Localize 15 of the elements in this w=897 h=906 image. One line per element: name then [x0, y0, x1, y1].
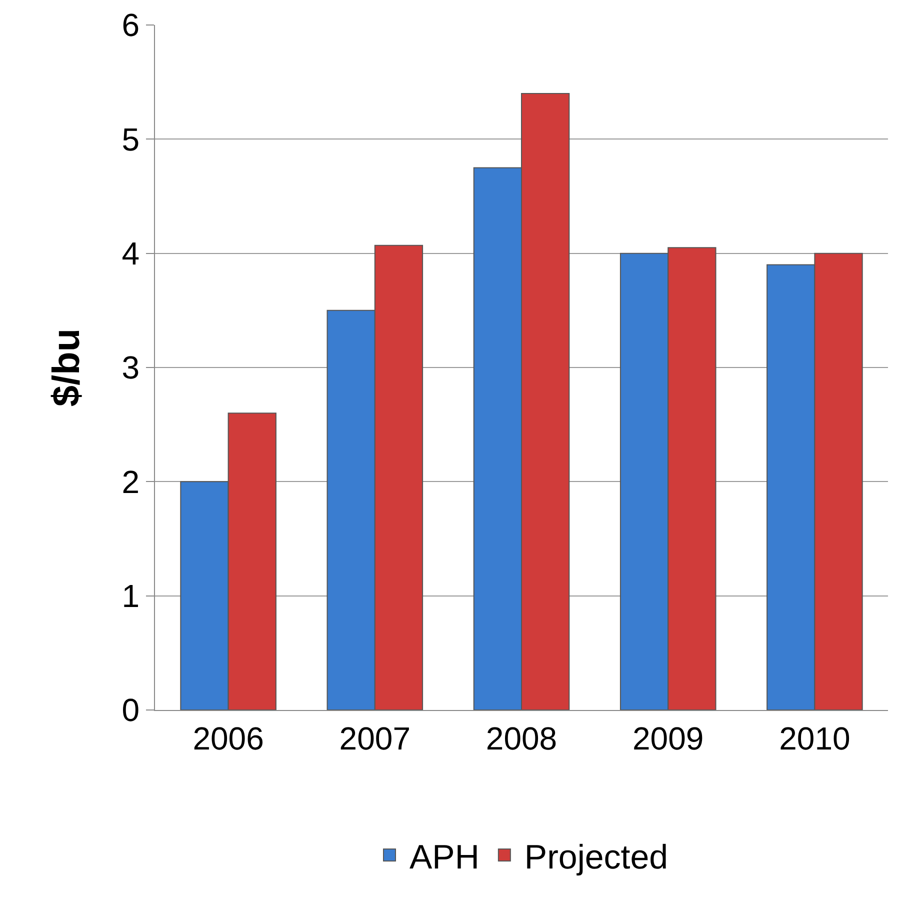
y-tick-label: 3 — [122, 350, 140, 386]
y-tick-label: 5 — [122, 121, 140, 158]
x-tick-label: 2010 — [779, 720, 850, 756]
legend-label: APH — [410, 838, 480, 876]
x-tick-label: 2006 — [192, 720, 264, 756]
x-tick-label: 2008 — [486, 720, 558, 756]
y-tick-label: 4 — [122, 236, 140, 272]
y-tick-label: 2 — [122, 464, 140, 500]
y-tick-label: 0 — [122, 692, 140, 728]
x-tick-label: 2007 — [339, 720, 410, 756]
legend-label: Projected — [524, 838, 668, 876]
y-tick-label: 1 — [122, 578, 140, 614]
x-tick-label: 2009 — [632, 720, 704, 756]
y-axis-title: $/bu — [46, 328, 88, 407]
y-tick-label: 6 — [122, 7, 140, 44]
